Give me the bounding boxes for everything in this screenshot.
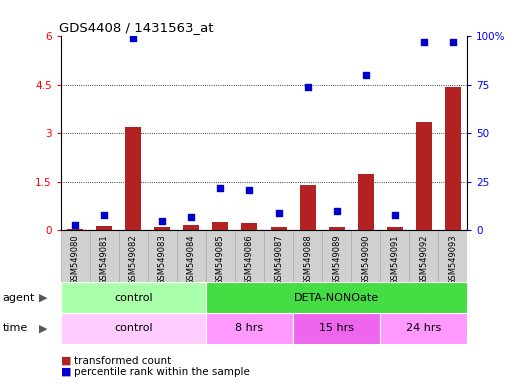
Text: agent: agent xyxy=(3,293,35,303)
Bar xyxy=(206,230,235,282)
Text: GDS4408 / 1431563_at: GDS4408 / 1431563_at xyxy=(59,21,213,34)
Bar xyxy=(154,227,171,230)
Text: control: control xyxy=(114,293,153,303)
Text: GSM549092: GSM549092 xyxy=(419,235,428,285)
Bar xyxy=(416,122,432,230)
Text: GSM549080: GSM549080 xyxy=(71,235,80,285)
Text: GSM549082: GSM549082 xyxy=(129,235,138,285)
Text: control: control xyxy=(114,323,153,333)
Point xyxy=(158,218,167,224)
Text: GSM549086: GSM549086 xyxy=(245,235,254,285)
Point xyxy=(449,39,457,45)
Text: 8 hrs: 8 hrs xyxy=(235,323,263,333)
Text: ▶: ▶ xyxy=(39,293,48,303)
Text: GSM549088: GSM549088 xyxy=(303,235,312,285)
Bar xyxy=(67,229,83,230)
Bar xyxy=(96,225,112,230)
Point xyxy=(100,212,109,218)
Bar xyxy=(445,86,461,230)
Bar xyxy=(264,230,293,282)
Point xyxy=(245,187,254,193)
Bar xyxy=(61,282,206,313)
Text: GSM549090: GSM549090 xyxy=(361,235,370,285)
Text: ■: ■ xyxy=(61,367,71,377)
Text: GSM549089: GSM549089 xyxy=(332,235,341,285)
Bar xyxy=(293,230,322,282)
Bar xyxy=(386,227,403,230)
Text: GSM549087: GSM549087 xyxy=(274,235,283,285)
Bar xyxy=(351,230,380,282)
Text: ▶: ▶ xyxy=(39,323,48,333)
Point xyxy=(71,222,80,228)
Text: GSM549091: GSM549091 xyxy=(390,235,399,285)
Bar xyxy=(61,313,206,344)
Point xyxy=(391,212,399,218)
Point xyxy=(275,210,283,216)
Point xyxy=(333,208,341,214)
Text: GSM549083: GSM549083 xyxy=(158,235,167,285)
Bar xyxy=(125,127,142,230)
Bar xyxy=(183,225,200,230)
Point xyxy=(187,214,196,220)
Bar xyxy=(299,185,316,230)
Text: GSM549085: GSM549085 xyxy=(216,235,225,285)
Bar xyxy=(148,230,177,282)
Text: GSM549084: GSM549084 xyxy=(187,235,196,285)
Bar xyxy=(212,222,229,230)
Bar xyxy=(241,223,258,230)
Text: time: time xyxy=(3,323,28,333)
Bar xyxy=(206,313,293,344)
Bar xyxy=(409,230,438,282)
Point xyxy=(420,39,428,45)
Bar xyxy=(177,230,206,282)
Bar xyxy=(235,230,264,282)
Bar xyxy=(119,230,148,282)
Text: percentile rank within the sample: percentile rank within the sample xyxy=(74,367,250,377)
Bar xyxy=(357,174,374,230)
Text: ■: ■ xyxy=(61,356,71,366)
Bar xyxy=(293,313,380,344)
Text: DETA-NONOate: DETA-NONOate xyxy=(294,293,379,303)
Point xyxy=(216,185,225,191)
Bar xyxy=(380,313,467,344)
Text: transformed count: transformed count xyxy=(74,356,171,366)
Bar xyxy=(206,282,467,313)
Point xyxy=(303,84,312,90)
Bar xyxy=(328,227,345,230)
Text: GSM549081: GSM549081 xyxy=(100,235,109,285)
Bar xyxy=(438,230,467,282)
Bar xyxy=(61,230,90,282)
Bar xyxy=(270,227,287,230)
Text: 24 hrs: 24 hrs xyxy=(406,323,441,333)
Text: GSM549093: GSM549093 xyxy=(448,235,457,285)
Bar xyxy=(380,230,409,282)
Text: 15 hrs: 15 hrs xyxy=(319,323,354,333)
Point xyxy=(129,35,138,41)
Point xyxy=(361,72,370,78)
Bar xyxy=(90,230,119,282)
Bar xyxy=(322,230,351,282)
